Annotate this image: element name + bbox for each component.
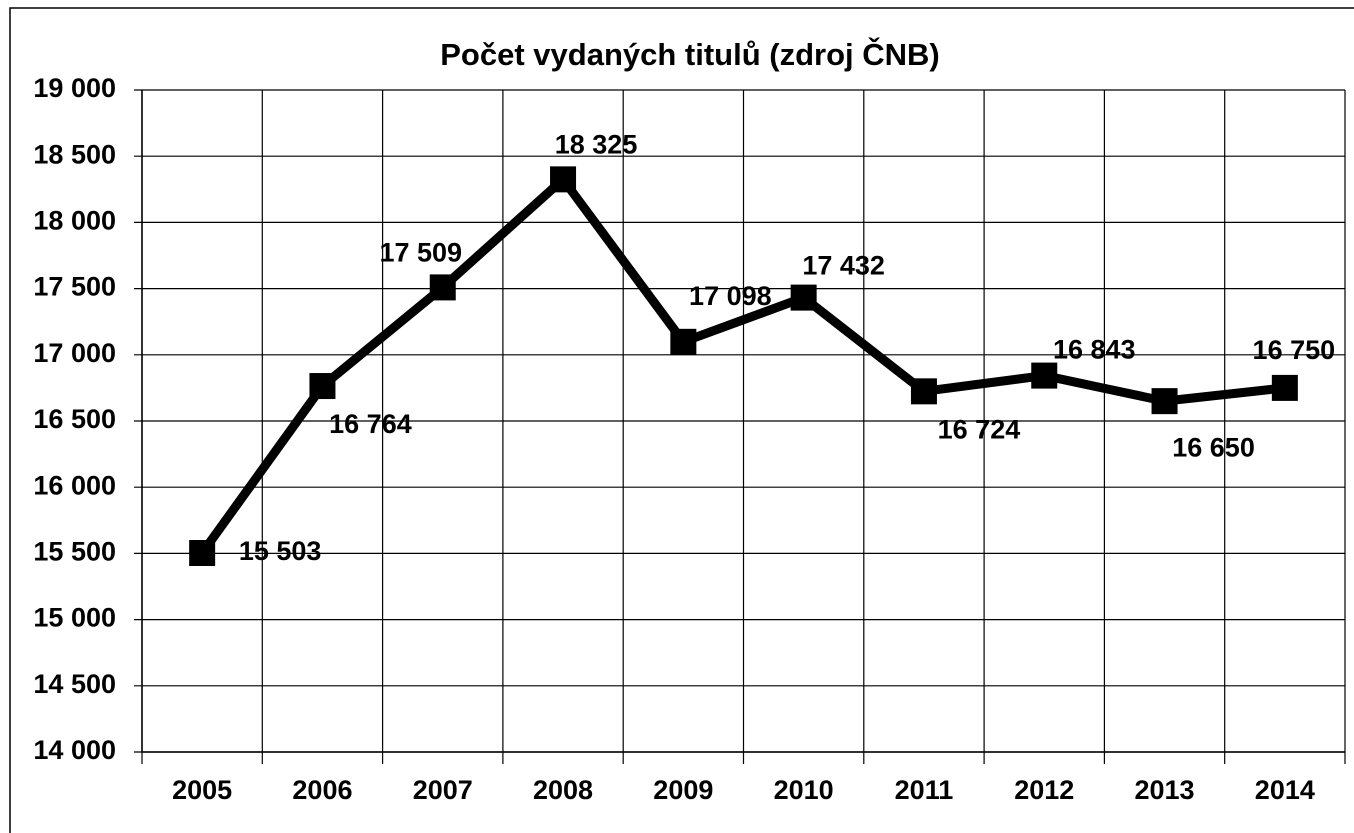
data-label: 16 764 <box>329 409 412 439</box>
point-marker <box>910 378 937 405</box>
data-label: 16 843 <box>1053 335 1136 365</box>
data-label: 17 509 <box>379 238 462 268</box>
data-label: 16 750 <box>1253 335 1336 365</box>
x-tick-label: 2008 <box>533 775 593 805</box>
point-marker <box>670 328 697 355</box>
data-label: 16 724 <box>938 414 1021 444</box>
y-tick-label: 14 000 <box>33 735 116 765</box>
point-marker <box>189 540 216 567</box>
y-tick-label: 16 500 <box>33 404 116 434</box>
x-tick-label: 2010 <box>774 775 834 805</box>
x-tick-label: 2009 <box>653 775 713 805</box>
x-tick-label: 2005 <box>172 775 232 805</box>
chart-frame <box>9 7 1354 833</box>
chart-title: Počet vydaných titulů (zdroj ČNB) <box>440 36 939 72</box>
x-tick-label: 2013 <box>1135 775 1195 805</box>
y-tick-label: 15 000 <box>33 603 116 633</box>
data-label: 16 650 <box>1172 432 1255 462</box>
y-tick-label: 17 000 <box>33 338 116 368</box>
y-tick-label: 15 500 <box>33 537 116 567</box>
point-marker <box>1271 374 1298 401</box>
x-tick-label: 2007 <box>413 775 473 805</box>
y-tick-label: 14 500 <box>33 669 116 699</box>
data-label: 15 503 <box>239 536 322 566</box>
y-tick-label: 19 000 <box>33 73 116 103</box>
y-tick-label: 18 500 <box>33 139 116 169</box>
point-marker <box>550 166 577 193</box>
point-marker <box>429 274 456 301</box>
point-marker <box>790 284 817 311</box>
series-line <box>198 174 1286 556</box>
point-marker <box>309 373 336 400</box>
data-label: 17 098 <box>689 281 772 311</box>
data-label: 17 432 <box>802 251 885 281</box>
data-label: 18 325 <box>555 129 638 159</box>
y-tick-label: 17 500 <box>33 272 116 302</box>
x-tick-label: 2012 <box>1014 775 1074 805</box>
y-tick-label: 18 000 <box>33 206 116 236</box>
x-tick-label: 2014 <box>1255 775 1315 805</box>
y-tick-label: 16 000 <box>33 470 116 500</box>
x-tick-label: 2011 <box>895 775 954 805</box>
point-marker <box>1151 388 1178 415</box>
x-tick-label: 2006 <box>292 775 352 805</box>
point-marker <box>1031 362 1058 389</box>
